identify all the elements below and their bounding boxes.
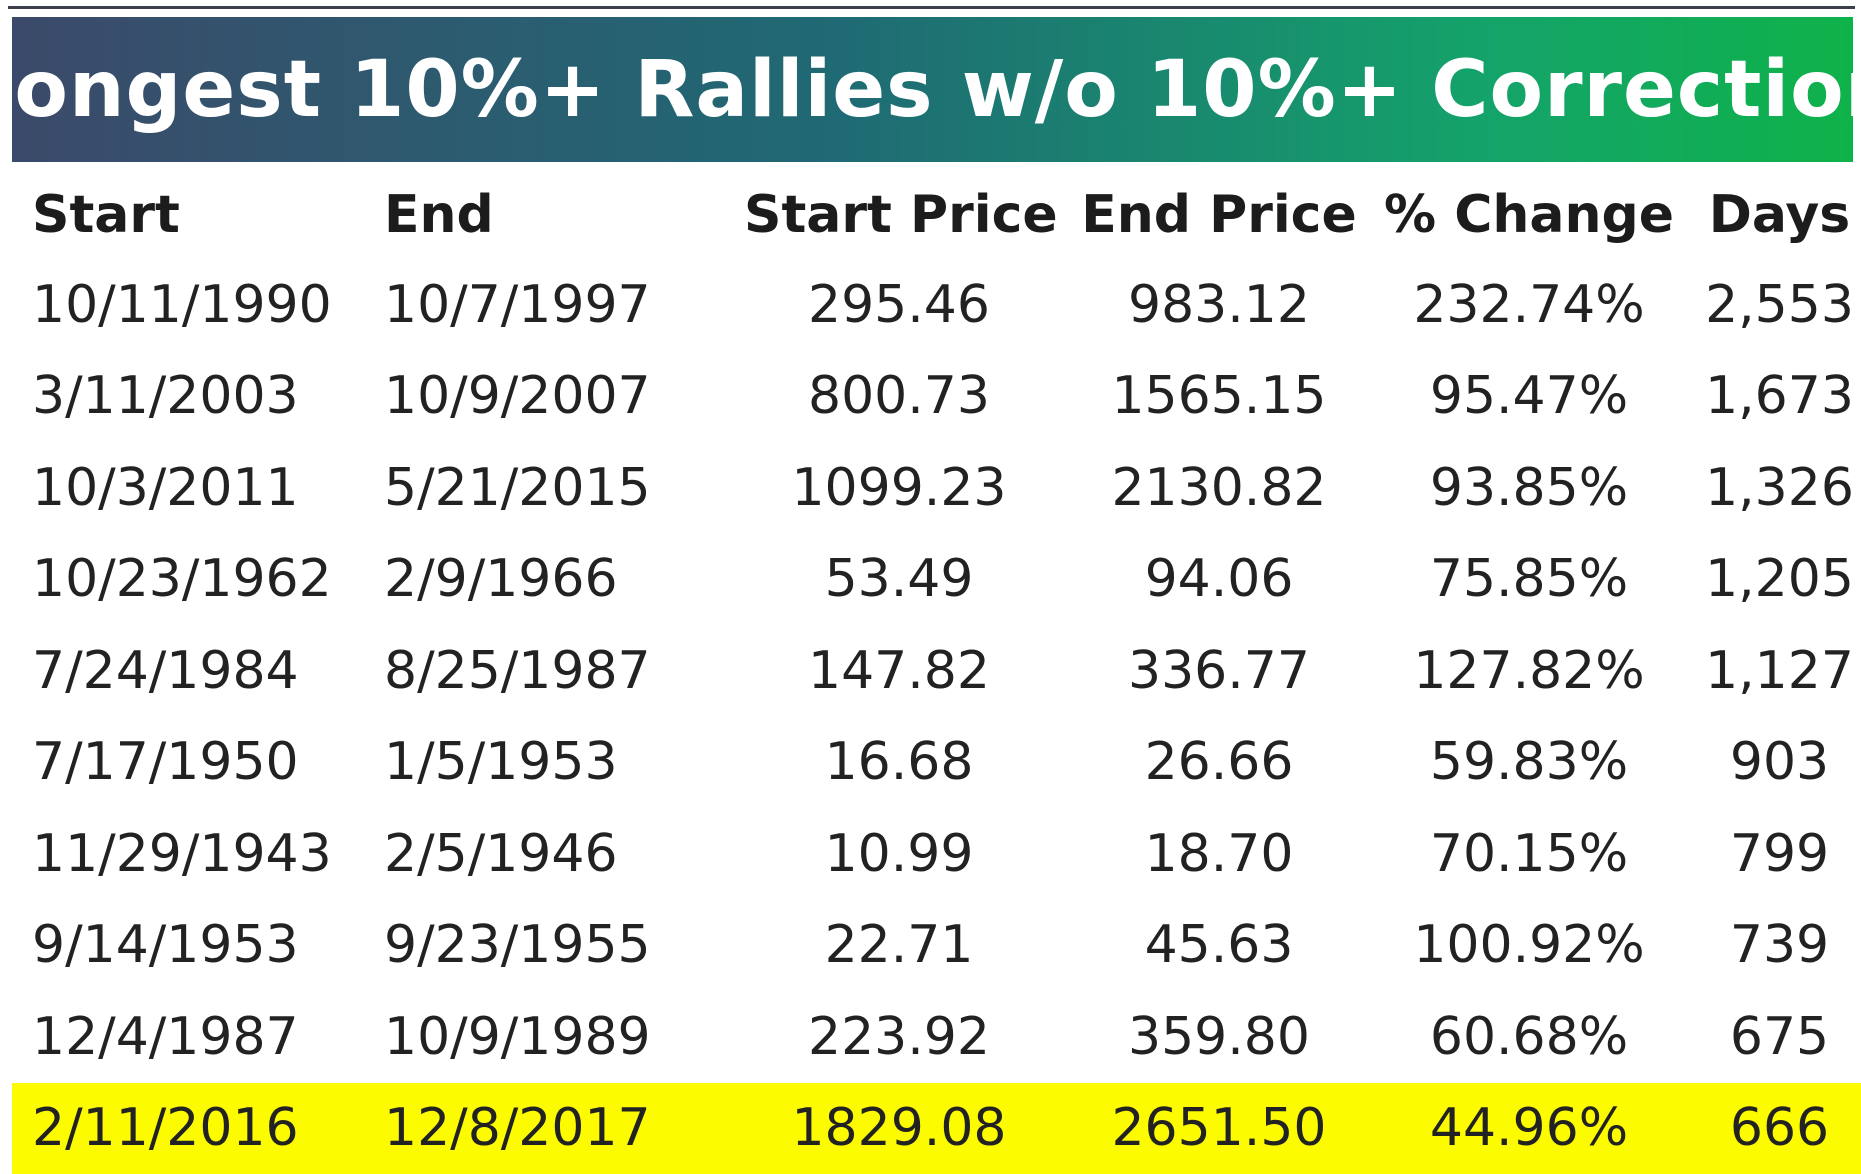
- cell-end-price: 983.12: [1054, 259, 1384, 351]
- cell-end-price: 359.80: [1054, 991, 1384, 1083]
- cell-end-date: 8/25/1987: [372, 625, 744, 717]
- cell-end-price: 18.70: [1054, 808, 1384, 900]
- cell-start-date: 10/23/1962: [12, 534, 372, 626]
- cell-start-date: 12/4/1987: [12, 991, 372, 1083]
- cell-start-price: 1099.23: [744, 442, 1054, 534]
- cell-end-date: 1/5/1953: [372, 717, 744, 809]
- cell-start-price: 53.49: [744, 534, 1054, 626]
- cell-percent-change: 60.68%: [1384, 991, 1674, 1083]
- cell-end-date: 10/9/1989: [372, 991, 744, 1083]
- cell-start-date: 7/24/1984: [12, 625, 372, 717]
- cell-end-price: 26.66: [1054, 717, 1384, 809]
- cell-end-price: 336.77: [1054, 625, 1384, 717]
- cell-end-price: 1565.15: [1054, 351, 1384, 443]
- column-header-end-price: End Price: [1054, 171, 1384, 259]
- cell-percent-change: 232.74%: [1384, 259, 1674, 351]
- cell-start-price: 295.46: [744, 259, 1054, 351]
- cell-days: 2,553: [1674, 259, 1861, 351]
- cell-start-price: 147.82: [744, 625, 1054, 717]
- cell-percent-change: 95.47%: [1384, 351, 1674, 443]
- cell-start-price: 800.73: [744, 351, 1054, 443]
- cell-end-date: 10/7/1997: [372, 259, 744, 351]
- cell-percent-change: 70.15%: [1384, 808, 1674, 900]
- cell-start-price: 1829.08: [744, 1083, 1054, 1174]
- cell-start-date: 9/14/1953: [12, 900, 372, 992]
- cell-start-price: 223.92: [744, 991, 1054, 1083]
- column-header-start-price: Start Price: [744, 171, 1054, 259]
- column-header-start: Start: [12, 171, 372, 259]
- cell-start-price: 10.99: [744, 808, 1054, 900]
- cell-start-price: 22.71: [744, 900, 1054, 992]
- cell-days: 799: [1674, 808, 1861, 900]
- table-title: Longest 10%+ Rallies w/o 10%+ Correction: [0, 45, 1861, 135]
- cell-end-price: 94.06: [1054, 534, 1384, 626]
- cell-start-date: 3/11/2003: [12, 351, 372, 443]
- table-frame: Longest 10%+ Rallies w/o 10%+ Correction…: [8, 6, 1855, 1165]
- cell-days: 903: [1674, 717, 1861, 809]
- cell-end-price: 2651.50: [1054, 1083, 1384, 1174]
- cell-end-date: 2/9/1966: [372, 534, 744, 626]
- cell-percent-change: 59.83%: [1384, 717, 1674, 809]
- cell-percent-change: 127.82%: [1384, 625, 1674, 717]
- cell-days: 1,127: [1674, 625, 1861, 717]
- cell-percent-change: 44.96%: [1384, 1083, 1674, 1174]
- column-header-end: End: [372, 171, 744, 259]
- cell-end-date: 10/9/2007: [372, 351, 744, 443]
- cell-percent-change: 75.85%: [1384, 534, 1674, 626]
- cell-start-date: 2/11/2016: [12, 1083, 372, 1174]
- cell-end-date: 12/8/2017: [372, 1083, 744, 1174]
- rallies-table: Start End Start Price End Price % Change…: [12, 171, 1861, 1174]
- cell-start-date: 7/17/1950: [12, 717, 372, 809]
- header-row: Start End Start Price End Price % Change…: [12, 171, 1861, 259]
- cell-days: 1,326: [1674, 442, 1861, 534]
- cell-days: 1,673: [1674, 351, 1861, 443]
- cell-end-date: 5/21/2015: [372, 442, 744, 534]
- cell-start-date: 11/29/1943: [12, 808, 372, 900]
- cell-end-price: 2130.82: [1054, 442, 1384, 534]
- column-header-percent-change: % Change: [1384, 171, 1674, 259]
- title-banner: Longest 10%+ Rallies w/o 10%+ Correction: [12, 17, 1853, 162]
- cell-start-date: 10/11/1990: [12, 259, 372, 351]
- cell-end-date: 9/23/1955: [372, 900, 744, 992]
- cell-percent-change: 93.85%: [1384, 442, 1674, 534]
- cell-percent-change: 100.92%: [1384, 900, 1674, 992]
- cell-days: 675: [1674, 991, 1861, 1083]
- column-header-days: Days: [1674, 171, 1861, 259]
- cell-days: 666: [1674, 1083, 1861, 1174]
- cell-end-price: 45.63: [1054, 900, 1384, 992]
- cell-end-date: 2/5/1946: [372, 808, 744, 900]
- cell-start-date: 10/3/2011: [12, 442, 372, 534]
- cell-start-price: 16.68: [744, 717, 1054, 809]
- cell-days: 1,205: [1674, 534, 1861, 626]
- cell-days: 739: [1674, 900, 1861, 992]
